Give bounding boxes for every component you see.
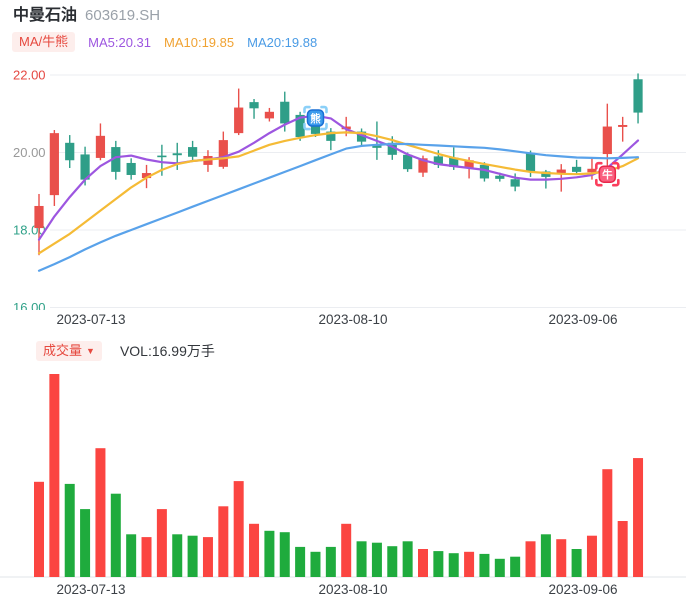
volume-bar [387, 546, 398, 577]
volume-bar [110, 493, 121, 577]
volume-bar [141, 537, 152, 577]
volume-bar [448, 553, 459, 577]
y-axis-tick-label: 20.00 [13, 145, 46, 160]
price-x-axis: 2023-07-13 2023-08-10 2023-09-06 [0, 312, 686, 330]
volume-bar [95, 448, 106, 577]
volume-bar [279, 532, 290, 577]
volume-bar [249, 523, 260, 577]
candle [234, 88, 244, 136]
focus-bracket-icon [595, 161, 620, 187]
x-axis-label: 2023-09-06 [548, 312, 618, 327]
volume-legend-row: 成交量 ▼ VOL:16.99万手 [36, 340, 215, 362]
volume-x-axis: 2023-07-13 2023-08-10 2023-09-06 [0, 582, 686, 600]
candle [95, 123, 106, 161]
volume-bar [418, 549, 428, 577]
volume-bar [464, 551, 475, 577]
volume-bar [602, 469, 613, 577]
ma10-value: MA10:19.85 [164, 34, 235, 50]
focus-bracket-icon [303, 105, 328, 131]
volume-bar [187, 535, 198, 577]
ma-legend-row: MA/牛熊 MA5:20.31 MA10:19.85 MA20:19.88 [12, 32, 317, 52]
ma5-value: MA5:20.31 [88, 34, 151, 50]
volume-bar [64, 483, 75, 577]
x-axis-label: 2023-08-10 [318, 582, 388, 597]
signal-badge-label: 熊 [310, 112, 321, 125]
dropdown-arrow-icon: ▼ [86, 346, 95, 356]
volume-bar [310, 551, 321, 577]
stock-code: 603619.SH [85, 7, 161, 24]
volume-bar [264, 530, 275, 577]
candle [326, 128, 336, 151]
bull-signal-badge[interactable]: 牛 [595, 161, 620, 187]
ma20-value: MA20:19.88 [247, 34, 318, 50]
candle [264, 107, 274, 122]
volume-bar [325, 546, 336, 577]
x-axis-label: 2023-07-13 [56, 312, 126, 327]
volume-chart[interactable] [0, 360, 686, 578]
volume-bar [356, 541, 367, 577]
volume-bar [156, 509, 167, 577]
volume-bar [540, 534, 551, 577]
signal-badge-label: 牛 [602, 168, 613, 181]
candle [218, 131, 228, 169]
volume-bar [510, 556, 521, 577]
volume-bar [525, 541, 536, 577]
volume-bar [586, 535, 597, 577]
volume-bar [633, 458, 644, 577]
volume-bar [202, 537, 213, 577]
volume-bar [34, 481, 44, 577]
candle [49, 130, 59, 206]
candle [356, 128, 367, 146]
volume-bar [479, 553, 490, 577]
candle [618, 116, 628, 142]
volume-bar [172, 534, 183, 577]
volume-bar [371, 542, 382, 577]
volume-bar [402, 541, 413, 577]
stock-header: 中曼石油 603619.SH [13, 5, 160, 27]
bear-signal-badge[interactable]: 熊 [303, 105, 328, 131]
y-axis-tick-label: 22.00 [13, 68, 46, 83]
volume-bar [218, 506, 229, 577]
x-axis-label: 2023-09-06 [548, 582, 618, 597]
x-axis-label: 2023-07-13 [56, 582, 126, 597]
volume-bar [126, 534, 137, 577]
volume-indicator-label: 成交量 [43, 343, 83, 358]
candle [172, 142, 182, 170]
volume-bar [556, 539, 567, 577]
volume-bar [571, 549, 582, 577]
ma-line-ma20 [37, 142, 640, 272]
candle [126, 158, 136, 180]
candle [510, 173, 520, 192]
ma-line-ma10 [37, 131, 640, 255]
candle [572, 159, 582, 174]
volume-bar [80, 509, 91, 577]
candle [188, 140, 198, 162]
candle [403, 152, 413, 172]
ma-indicator-selector[interactable]: MA/牛熊 [12, 32, 76, 52]
volume-bar [341, 523, 352, 577]
volume-bar [295, 546, 306, 577]
candle [633, 73, 643, 124]
x-axis-label: 2023-08-10 [318, 312, 388, 327]
candle [479, 162, 490, 182]
volume-bar [233, 481, 244, 577]
volume-value: VOL:16.99万手 [119, 343, 215, 359]
candle [249, 99, 259, 119]
candle [65, 135, 75, 168]
volume-bar [49, 374, 60, 577]
candle [203, 150, 213, 172]
volume-bar [617, 521, 628, 577]
ma-line-ma5 [37, 114, 640, 241]
volume-bar [433, 551, 444, 577]
volume-indicator-selector[interactable]: 成交量 ▼ [36, 341, 102, 361]
volume-bar [494, 558, 505, 577]
candle [34, 193, 44, 256]
stock-name: 中曼石油 [13, 7, 78, 24]
y-axis-tick-label: 16.00 [13, 300, 46, 310]
candle [111, 140, 121, 180]
